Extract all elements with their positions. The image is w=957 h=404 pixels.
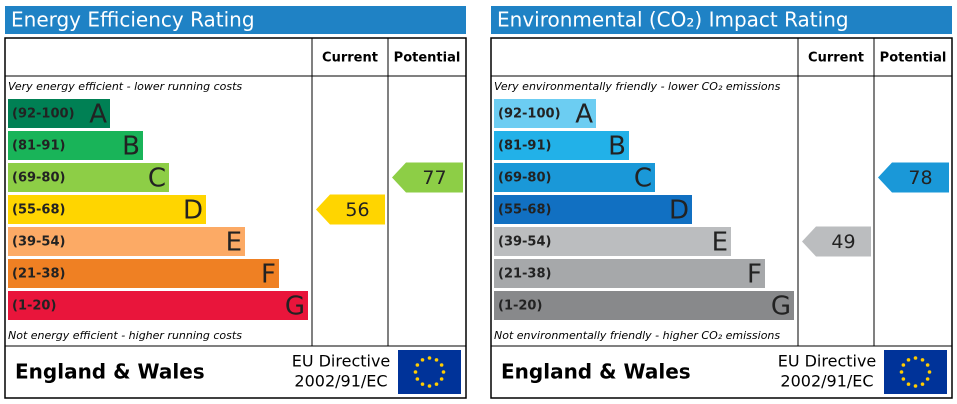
directive: EU Directive	[778, 352, 877, 371]
rating-value: 49	[831, 231, 855, 253]
top-note: Very environmentally friendly - lower CO…	[494, 80, 781, 93]
flag-star	[427, 384, 432, 388]
flag-star	[925, 363, 930, 367]
band	[8, 259, 279, 288]
band-range: (21-38)	[498, 267, 551, 282]
rating-arrow	[392, 162, 463, 193]
flag-star	[415, 363, 420, 367]
flag-star	[906, 358, 911, 362]
band-letter: E	[712, 228, 728, 258]
flag-star	[920, 358, 925, 362]
flag-star	[913, 384, 918, 388]
band-range: (1-20)	[12, 299, 56, 314]
flag-star	[420, 358, 425, 362]
flag-star	[913, 356, 918, 360]
band-letter: G	[771, 292, 791, 322]
flag-star	[441, 370, 446, 374]
flag-star	[906, 382, 911, 386]
band-letter: A	[89, 100, 107, 130]
rating-arrow	[878, 162, 949, 193]
band-range: (55-68)	[498, 203, 551, 218]
band	[8, 99, 110, 128]
directive: EU Directive	[292, 352, 391, 371]
band-letter: F	[747, 260, 762, 290]
frame	[4, 37, 467, 399]
column-header: Potential	[880, 51, 947, 66]
band-letter: E	[226, 228, 242, 258]
panel-title: Energy Efficiency Rating	[11, 8, 255, 32]
band-range: (69-80)	[12, 171, 65, 186]
flag-star	[427, 356, 432, 360]
band-letter: B	[122, 132, 140, 162]
band-range: (1-20)	[498, 299, 542, 314]
flag-star	[901, 363, 906, 367]
band-letter: B	[608, 132, 626, 162]
rating-value: 78	[908, 167, 932, 189]
band-range: (21-38)	[12, 267, 65, 282]
band-range: (92-100)	[498, 107, 561, 122]
band	[494, 131, 629, 160]
flag-star	[901, 377, 906, 381]
rating-arrow	[316, 194, 385, 225]
rating-panel: Environmental (CO₂) Impact Rating Current…	[490, 6, 953, 399]
band	[494, 227, 731, 256]
column-header: Potential	[394, 51, 461, 66]
band-range: (81-91)	[498, 139, 551, 154]
band-range: (39-54)	[498, 235, 551, 250]
flag-star	[415, 377, 420, 381]
flag-star	[899, 370, 904, 374]
frame	[490, 37, 953, 399]
panel-title: Environmental (CO₂) Impact Rating	[497, 8, 849, 32]
directive-number: 2002/91/EC	[294, 372, 387, 391]
region: England & Wales	[501, 360, 691, 384]
band-range: (55-68)	[12, 203, 65, 218]
region: England & Wales	[15, 360, 205, 384]
band-letter: C	[148, 164, 166, 194]
band	[8, 163, 169, 192]
directive-number: 2002/91/EC	[780, 372, 873, 391]
title-bar	[491, 6, 952, 34]
band-range: (39-54)	[12, 235, 65, 250]
band-range: (81-91)	[12, 139, 65, 154]
band-letter: G	[285, 292, 305, 322]
band	[8, 195, 206, 224]
band	[8, 291, 308, 320]
band	[494, 259, 765, 288]
band	[494, 195, 692, 224]
band-range: (92-100)	[12, 107, 75, 122]
band	[8, 227, 245, 256]
title-bar	[5, 6, 466, 34]
band	[494, 163, 655, 192]
band	[494, 291, 794, 320]
flag-star	[434, 382, 439, 386]
flag-star	[439, 363, 444, 367]
flag-star	[439, 377, 444, 381]
column-header: Current	[322, 51, 378, 66]
band-range: (69-80)	[498, 171, 551, 186]
band-letter: D	[183, 196, 203, 226]
flag-star	[925, 377, 930, 381]
bottom-note: Not energy efficient - higher running co…	[8, 329, 242, 342]
column-header: Current	[808, 51, 864, 66]
band	[494, 99, 596, 128]
band-letter: D	[669, 196, 689, 226]
rating-arrow	[802, 226, 871, 257]
flag-star	[927, 370, 932, 374]
bottom-note: Not environmentally friendly - higher CO…	[494, 329, 780, 342]
rating-panel: Energy Efficiency Rating Current Potential…	[4, 6, 467, 399]
flag-star	[920, 382, 925, 386]
rating-value: 56	[345, 199, 369, 221]
band-letter: F	[261, 260, 276, 290]
top-note: Very energy efficient - lower running co…	[8, 80, 242, 93]
flag-star	[413, 370, 418, 374]
band-letter: A	[575, 100, 593, 130]
band	[8, 131, 143, 160]
flag-star	[434, 358, 439, 362]
flag-star	[420, 382, 425, 386]
rating-value: 77	[422, 167, 446, 189]
band-letter: C	[634, 164, 652, 194]
